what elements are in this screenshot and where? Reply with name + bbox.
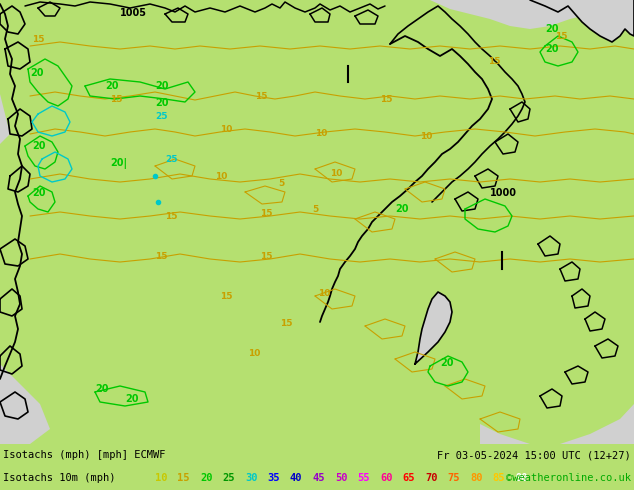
Text: 10: 10 xyxy=(215,172,228,181)
Text: 15: 15 xyxy=(488,57,500,66)
Text: 15: 15 xyxy=(260,252,273,261)
Text: 15: 15 xyxy=(380,95,392,104)
Text: 15: 15 xyxy=(280,319,292,328)
Text: 15: 15 xyxy=(110,95,122,104)
Text: 20: 20 xyxy=(32,141,46,151)
Text: 10: 10 xyxy=(248,349,261,358)
Polygon shape xyxy=(415,292,452,364)
Text: 20: 20 xyxy=(105,81,119,91)
Text: 5: 5 xyxy=(312,205,318,214)
Text: 20|: 20| xyxy=(110,158,127,169)
Text: 20: 20 xyxy=(545,44,559,54)
Polygon shape xyxy=(530,0,634,42)
Text: 15: 15 xyxy=(32,35,44,44)
Text: 25: 25 xyxy=(223,473,235,483)
Text: 10: 10 xyxy=(315,129,327,138)
Text: Isotachs 10m (mph): Isotachs 10m (mph) xyxy=(3,473,115,483)
Text: 25: 25 xyxy=(165,155,178,164)
Text: 80: 80 xyxy=(470,473,482,483)
Text: 60: 60 xyxy=(380,473,392,483)
Text: 45: 45 xyxy=(313,473,325,483)
Text: 15: 15 xyxy=(155,252,167,261)
Text: 15: 15 xyxy=(255,92,268,101)
Text: 20: 20 xyxy=(95,384,108,394)
Text: 75: 75 xyxy=(448,473,460,483)
Text: 10: 10 xyxy=(155,473,167,483)
Text: 10: 10 xyxy=(318,289,330,298)
Text: 20: 20 xyxy=(155,98,169,108)
Text: 15: 15 xyxy=(555,32,567,41)
Text: 10: 10 xyxy=(330,169,342,178)
Text: 20: 20 xyxy=(200,473,212,483)
Text: 55: 55 xyxy=(358,473,370,483)
Text: 85: 85 xyxy=(493,473,505,483)
Polygon shape xyxy=(430,0,634,29)
Text: 20: 20 xyxy=(545,24,559,34)
Text: 1005: 1005 xyxy=(120,8,147,18)
Text: 20: 20 xyxy=(30,68,44,78)
Text: 1000: 1000 xyxy=(490,188,517,198)
Text: 15: 15 xyxy=(178,473,190,483)
Text: 65: 65 xyxy=(403,473,415,483)
Polygon shape xyxy=(0,94,10,144)
Text: 20: 20 xyxy=(32,188,46,198)
Text: Isotachs (mph) [mph] ECMWF: Isotachs (mph) [mph] ECMWF xyxy=(3,450,165,460)
Text: 15: 15 xyxy=(220,292,233,301)
Text: 50: 50 xyxy=(335,473,347,483)
Polygon shape xyxy=(480,404,634,444)
Text: 20: 20 xyxy=(395,204,408,214)
Text: 40: 40 xyxy=(290,473,302,483)
Text: Fr 03-05-2024 15:00 UTC (12+27): Fr 03-05-2024 15:00 UTC (12+27) xyxy=(437,450,631,460)
Text: 90: 90 xyxy=(515,473,527,483)
Text: 15: 15 xyxy=(260,209,273,218)
Text: 20: 20 xyxy=(125,394,138,404)
Text: 70: 70 xyxy=(425,473,437,483)
Text: ©weatheronline.co.uk: ©weatheronline.co.uk xyxy=(506,473,631,483)
Text: 10: 10 xyxy=(420,132,432,141)
Text: 35: 35 xyxy=(268,473,280,483)
Text: 30: 30 xyxy=(245,473,257,483)
Text: 10: 10 xyxy=(220,125,233,134)
Text: 20: 20 xyxy=(155,81,169,91)
Text: 25: 25 xyxy=(155,112,167,121)
Text: 15: 15 xyxy=(165,212,178,221)
Text: 5: 5 xyxy=(278,179,284,188)
Polygon shape xyxy=(0,364,50,444)
Text: 20: 20 xyxy=(440,358,453,368)
